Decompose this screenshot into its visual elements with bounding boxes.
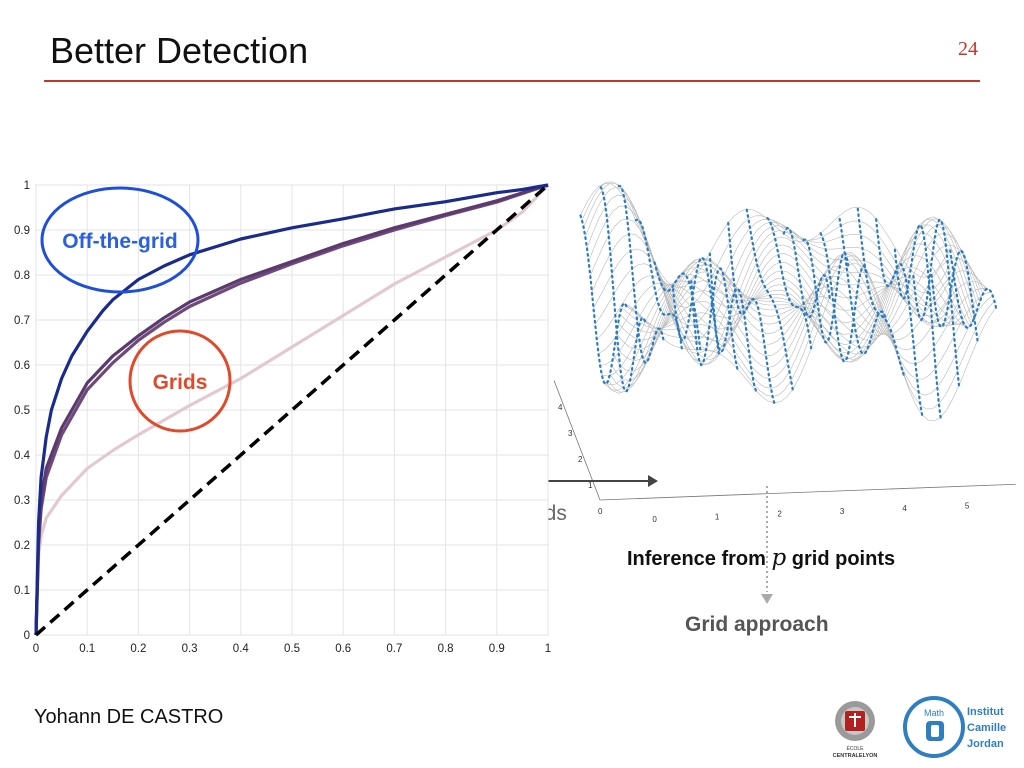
icj-line-3: Jordan — [967, 738, 1004, 750]
page-number: 24 — [958, 38, 978, 60]
chart-annotations: Off-the-grid Grids — [40, 186, 232, 433]
arrow-head-icon — [648, 475, 658, 487]
inference-suffix: grid points — [791, 548, 896, 570]
surface-x-tick: 1 — [715, 512, 720, 521]
x-tick-label: 0.4 — [233, 643, 250, 655]
roc-series-line — [34, 183, 549, 636]
y-tick-label: 0.4 — [14, 450, 31, 462]
inference-prefix: Inference from — [627, 548, 766, 570]
math-badge-text: Math — [924, 708, 944, 718]
y-tick-label: 0.6 — [14, 360, 30, 372]
surface-y-tick: 4 — [558, 403, 563, 412]
grids-bubble — [128, 329, 232, 433]
surface-y-tick: 1 — [588, 481, 593, 490]
x-tick-label: 0.6 — [335, 643, 351, 655]
y-tick-label: 0 — [24, 630, 30, 642]
x-tick-label: 0.3 — [182, 643, 198, 655]
ecl-line-2: CENTRALELYON — [833, 753, 878, 759]
y-tick-label: 0.7 — [14, 315, 30, 327]
chart-tick-labels: 0 0.1 0.2 0.3 0.4 0.5 0.6 0.7 0.8 0.9 1 0 0.1 0.2 0.3 0… — [14, 180, 551, 655]
x-tick-label: 0.8 — [438, 643, 454, 655]
surface-x-tick: 3 — [840, 507, 845, 516]
surface-axes: 012345601234 — [544, 380, 1016, 604]
title-divider — [44, 80, 980, 82]
surface-mesh — [579, 181, 998, 422]
y-tick-label: 0.5 — [14, 405, 30, 417]
x-tick-label: 0.1 — [79, 643, 95, 655]
roc-series-line — [34, 183, 549, 636]
inference-label: Inference from p grid points — [627, 545, 895, 571]
surface-x-tick: 5 — [965, 502, 970, 511]
y-tick-label: 0.9 — [14, 225, 30, 237]
x-tick-label: 0.5 — [284, 643, 300, 655]
grid-approach-label: Grid approach — [685, 613, 829, 636]
institut-camille-jordan-logo: Math Institut Camille Jordan — [903, 696, 1006, 758]
y-tick-label: 0.2 — [14, 540, 30, 552]
gear-icon — [835, 701, 875, 741]
author-name: Yohann DE CASTRO — [34, 706, 224, 728]
off-the-grid-label: Off-the-grid — [62, 230, 177, 253]
slide-title: Better Detection — [50, 30, 309, 71]
surface-y-tick: 2 — [578, 455, 583, 464]
surface-y-tick: 0 — [598, 507, 603, 516]
x-tick-label: 0.9 — [489, 643, 505, 655]
icj-line-1: Institut — [967, 706, 1004, 718]
ecole-centrale-lyon-logo: ÉCOLE CENTRALELYON — [833, 701, 878, 759]
surface-y-tick: 3 — [568, 429, 573, 438]
arrow-down-icon — [761, 594, 773, 604]
roc-series-line — [34, 183, 550, 636]
y-tick-label: 0.1 — [14, 585, 30, 597]
off-the-grid-bubble — [40, 186, 200, 294]
icj-line-2: Camille — [967, 722, 1006, 734]
y-tick-label: 0.3 — [14, 495, 30, 507]
x-tick-label: 0 — [33, 643, 39, 655]
grids-label: Grids — [153, 371, 208, 394]
surface-x-tick: 4 — [902, 504, 907, 513]
x-tick-label: 0.2 — [130, 643, 146, 655]
inference-variable: p — [771, 545, 787, 571]
surface-x-tick: 0 — [652, 515, 657, 524]
surface-x-tick: 2 — [777, 510, 782, 519]
chart-series — [34, 183, 550, 637]
ecl-line-1: ÉCOLE — [847, 745, 865, 752]
x-tick-label: 1 — [545, 643, 551, 655]
x-tick-label: 0.7 — [386, 643, 402, 655]
y-tick-label: 0.8 — [14, 270, 30, 282]
y-tick-label: 1 — [24, 180, 30, 192]
